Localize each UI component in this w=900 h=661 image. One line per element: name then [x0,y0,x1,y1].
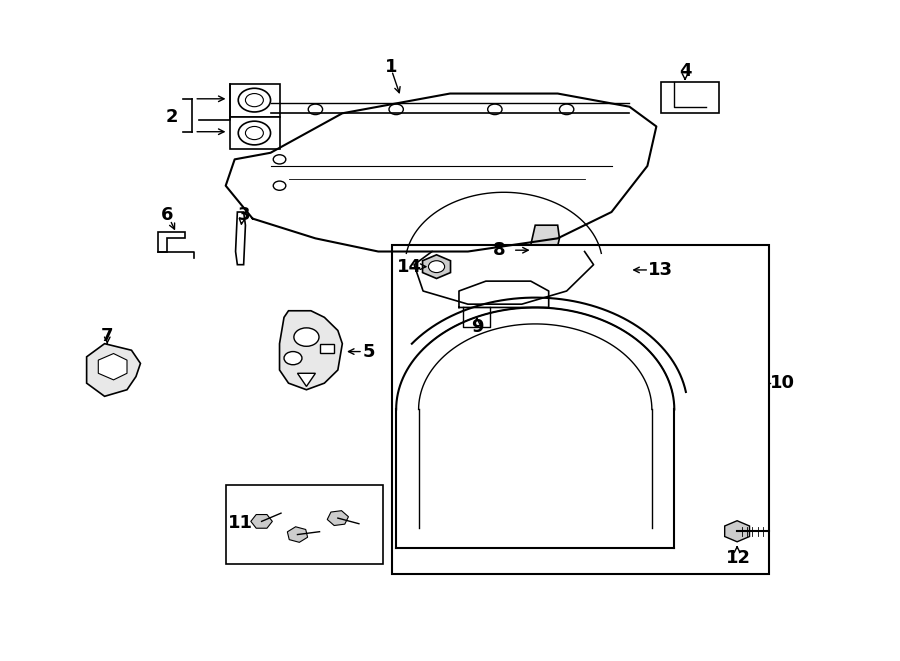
Text: 6: 6 [161,206,174,224]
Text: 4: 4 [679,61,691,79]
Polygon shape [531,225,560,278]
Text: 8: 8 [493,241,506,259]
Circle shape [428,260,445,272]
Polygon shape [251,514,273,528]
Text: 3: 3 [238,206,250,224]
Polygon shape [724,521,750,542]
Polygon shape [423,254,451,278]
Circle shape [284,352,302,365]
Polygon shape [158,232,185,252]
Polygon shape [328,511,348,525]
Text: 10: 10 [770,374,795,392]
Circle shape [461,295,493,319]
Circle shape [294,328,319,346]
Text: 9: 9 [471,318,483,336]
Text: 7: 7 [101,327,113,345]
Polygon shape [287,527,308,542]
FancyBboxPatch shape [392,245,769,574]
Circle shape [468,301,486,314]
Polygon shape [280,311,342,390]
Polygon shape [236,212,246,264]
FancyBboxPatch shape [230,84,280,116]
FancyBboxPatch shape [661,82,719,113]
FancyBboxPatch shape [230,116,280,149]
Text: 11: 11 [228,514,253,531]
Text: 2: 2 [166,108,178,126]
Text: 1: 1 [385,58,398,76]
Polygon shape [298,373,315,387]
Text: 13: 13 [648,261,673,279]
FancyBboxPatch shape [320,344,334,353]
Polygon shape [86,344,140,397]
Text: 5: 5 [363,342,375,360]
Polygon shape [98,354,127,380]
Text: 12: 12 [726,549,752,566]
FancyBboxPatch shape [226,485,382,564]
Text: 14: 14 [397,258,422,276]
